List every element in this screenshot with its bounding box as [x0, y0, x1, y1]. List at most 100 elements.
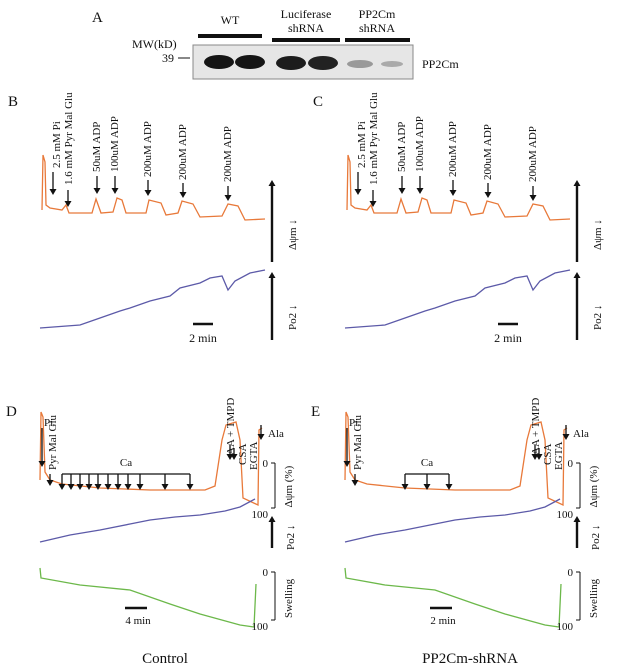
- arrow-head: [369, 201, 377, 207]
- band-label: PP2Cm: [422, 57, 459, 71]
- arrow-head: [423, 484, 431, 490]
- arrow-head: [416, 188, 424, 194]
- annotation: 200uM ADP: [142, 121, 154, 177]
- lane-label: WT: [221, 13, 240, 27]
- arrow-head: [114, 484, 122, 490]
- scale-label: 2 min: [189, 331, 217, 345]
- trace: [39, 269, 266, 329]
- arrow-head: [230, 454, 238, 460]
- arrow-head: [104, 484, 112, 490]
- arrow-head: [354, 189, 362, 195]
- arrow-head: [398, 188, 406, 194]
- arrow-head: [85, 484, 93, 490]
- arrow-head: [573, 180, 581, 186]
- mw-marker: 39: [162, 51, 174, 65]
- annotation: 2.5 mM Pi: [356, 121, 368, 168]
- arrow-head: [124, 484, 132, 490]
- annotation: 100uM ADP: [109, 116, 121, 172]
- axis-label: Swelling: [588, 578, 600, 618]
- annotation: Ca: [120, 457, 132, 469]
- panel-label: E: [311, 404, 320, 420]
- annotation: 100uM ADP: [414, 116, 426, 172]
- arrow-head: [49, 189, 57, 195]
- annotation: EGTA: [553, 441, 565, 470]
- trace: [39, 567, 257, 628]
- lane-bar: [272, 38, 340, 42]
- arrow-head: [161, 484, 169, 490]
- trace: [344, 567, 562, 628]
- band: [381, 61, 403, 67]
- arrow-head: [343, 461, 351, 467]
- panel_c: C 2.5 mM Pi 1.6 mM Pyr Mal Glu 50uM ADP 100u…: [313, 92, 604, 345]
- annotation: 200uM ADP: [447, 121, 459, 177]
- arrow-head: [445, 484, 453, 490]
- annotation: 200uM ADP: [177, 124, 189, 180]
- scale-label: 2 min: [430, 615, 456, 627]
- panel-label: B: [8, 94, 18, 110]
- arrow-head: [64, 201, 72, 207]
- annotation: Ala: [268, 428, 284, 440]
- annotation: Ala: [573, 428, 589, 440]
- axis-label: Δψm (%): [283, 465, 295, 507]
- panel-label: C: [313, 94, 323, 110]
- annotation: CSA: [237, 444, 249, 465]
- trace: [39, 498, 256, 543]
- axis-tick: 100: [557, 509, 574, 521]
- arrow-head: [46, 480, 54, 486]
- mw-label: MW(kD): [132, 37, 177, 51]
- lane-bar: [345, 38, 410, 42]
- annotation: 1.6 mM Pyr Mal Glu: [63, 92, 75, 185]
- arrow-head: [111, 188, 119, 194]
- annotation: 50uM ADP: [396, 122, 408, 172]
- arrow-head: [268, 516, 276, 522]
- arrow-head: [224, 195, 232, 201]
- scale-label: 4 min: [125, 615, 151, 627]
- arrow-head: [179, 192, 187, 198]
- arrow-head: [67, 484, 75, 490]
- annotation: Pi: [349, 417, 358, 429]
- annotation: Pi: [44, 417, 53, 429]
- lane-label: shRNA: [359, 21, 395, 35]
- arrow-head: [38, 461, 46, 467]
- arrow-head: [268, 180, 276, 186]
- arrow-head: [94, 484, 102, 490]
- axis-tick: 100: [252, 509, 269, 521]
- band: [347, 60, 373, 68]
- trace-label: Po2 ↓: [592, 305, 604, 330]
- lane-label: PP2Cm: [359, 7, 396, 21]
- lane-bar: [198, 34, 262, 38]
- annotation: 200uM ADP: [527, 126, 539, 182]
- scale-label: 2 min: [494, 331, 522, 345]
- arrow-head: [535, 454, 543, 460]
- trace-label: Po2 ↓: [590, 525, 602, 550]
- annotation: 200uM ADP: [222, 126, 234, 182]
- trace-label: Po2 ↓: [287, 305, 299, 330]
- trace-label: Δψm ↓: [287, 219, 299, 250]
- arrow-head: [257, 434, 265, 440]
- axis-tick: 0: [568, 458, 574, 470]
- arrow-head: [268, 272, 276, 278]
- trace-label: Po2 ↓: [285, 525, 297, 550]
- arrow-head: [351, 480, 359, 486]
- arrow-head: [562, 434, 570, 440]
- panel_b: B 2.5 mM Pi 1.6 mM Pyr Mal Glu 50uM ADP 100u…: [8, 92, 299, 345]
- axis-tick: 0: [263, 567, 269, 579]
- arrow-head: [93, 188, 101, 194]
- axis-tick: 100: [557, 621, 574, 633]
- trace-label: Δψm ↓: [592, 219, 604, 250]
- arrow-head: [76, 484, 84, 490]
- trace: [344, 269, 571, 329]
- band: [276, 56, 306, 70]
- arrow-head: [573, 516, 581, 522]
- axis-tick: 0: [568, 567, 574, 579]
- trace: [346, 154, 571, 221]
- lane-label: shRNA: [288, 21, 324, 35]
- band: [235, 55, 265, 69]
- annotation: AA + TMPD: [530, 398, 542, 455]
- trace: [41, 154, 266, 221]
- arrow-head: [449, 190, 457, 196]
- caption: Control: [142, 651, 188, 667]
- panel-label: D: [6, 404, 17, 420]
